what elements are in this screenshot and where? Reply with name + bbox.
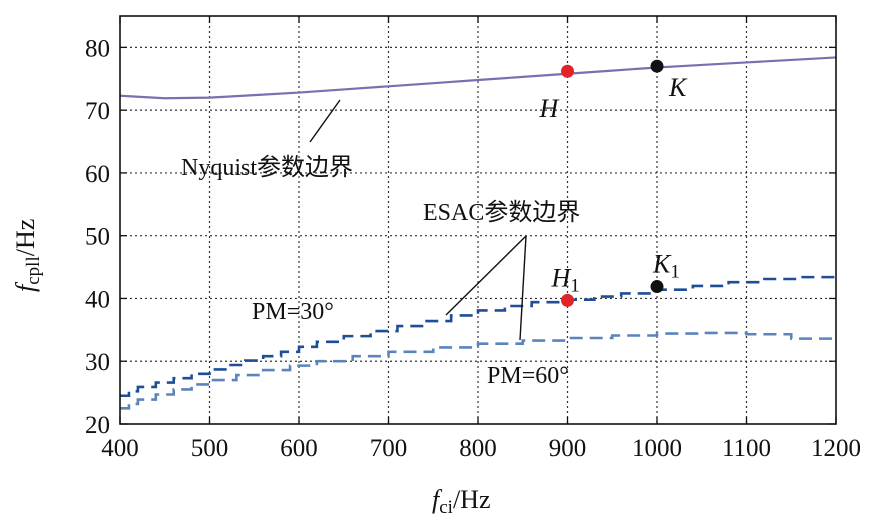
esac-leader-pm60 [519,235,527,341]
tick-layer: 400 500 600 700 800 900 1000 1100 1200 20 30 40 50 60… [85,16,861,462]
marker-label-H1: H1 [551,263,580,296]
x-tick-label: 500 [191,435,229,462]
x-tick-label: 1200 [811,435,861,462]
x-tick-label: 800 [459,435,497,462]
marker-point-K [650,59,664,73]
y-axis-label: fcpll/Hz [11,219,44,292]
y-tick-label: 50 [85,224,110,251]
series-line-PM=60° [120,331,838,410]
y-tick-label: 80 [85,35,110,62]
y-tick-label: 20 [85,412,110,439]
x-tick-label: 1000 [632,435,682,462]
series-line-PM=30° [120,275,838,398]
nyquist-annotation: Nyquist参数边界 [181,154,353,181]
axis-labels: fci/Hz fcpll/Hz [11,219,491,519]
y-tick-label: 70 [85,98,110,125]
x-tick-label: 700 [370,435,408,462]
esac-leader-pm30 [445,235,527,316]
marker-label-H: H [539,94,560,123]
series-layer [119,56,838,410]
y-tick-label: 40 [85,286,110,313]
x-tick-label: 1100 [722,435,771,462]
marker-point-H1 [561,293,574,307]
x-axis-label: fci/Hz [432,485,491,518]
y-tick-label: 60 [85,161,110,188]
series-line-Nyquist参数边界 [119,56,837,100]
point-layer: H K H1 K1 [539,59,688,307]
marker-point-H [561,64,574,78]
x-tick-label: 600 [280,435,318,462]
x-tick-label: 400 [101,435,139,462]
x-tick-label: 900 [549,435,587,462]
esac-annotation: ESAC参数边界 [423,199,580,226]
nyquist-leader-line [309,99,341,143]
pm30-annotation: PM=30° [252,299,334,325]
annotation-layer: Nyquist参数边界 ESAC参数边界 PM=30° PM=60° [181,99,580,389]
y-tick-label: 30 [85,349,110,376]
marker-label-K: K [668,73,688,102]
pm60-annotation: PM=60° [487,363,569,389]
marker-label-K1: K1 [652,250,680,283]
marker-point-K1 [650,280,664,294]
